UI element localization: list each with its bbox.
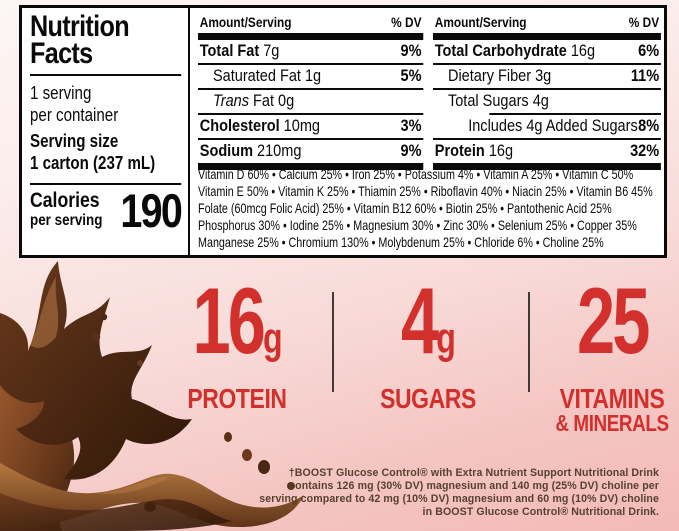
amount-serving-header: Amount/Serving <box>434 15 527 30</box>
stat-protein-label: PROTEIN <box>187 383 287 414</box>
thick-rule <box>433 33 661 40</box>
row-dv: 5% <box>400 67 422 85</box>
footnote-line: †BOOST Glucose Control® with Extra Nutri… <box>288 467 659 479</box>
thick-rule <box>433 163 661 170</box>
row-total-fat: Total Fat 7g 9% <box>198 40 424 65</box>
footnote-line: in BOOST Glucose Control® Nutritional Dr… <box>422 506 659 518</box>
dv-header: % DV <box>391 15 422 30</box>
dv-header: % DV <box>628 15 660 30</box>
row-protein: Protein 16g 32% <box>434 142 660 160</box>
nutrition-facts-title-line2: Facts <box>30 37 93 70</box>
row-added-sugars: Includes 4g Added Sugars 8% <box>433 115 661 140</box>
stat-vitamins-number: 25 <box>576 268 650 373</box>
chocolate-splash-illustration <box>0 261 304 531</box>
amount-serving-header: Amount/Serving <box>199 15 292 30</box>
micronutrients-line: Vitamin E 50% • Vitamin K 25% • Thiamin … <box>198 184 653 199</box>
serving-size-value: 1 carton (237 mL) <box>30 153 156 173</box>
row-saturated-fat: Saturated Fat 1g 5% <box>198 65 424 90</box>
footnote-line: serving compared to 42 mg (10% DV) magne… <box>259 493 659 505</box>
calories-sublabel: per serving <box>30 212 103 229</box>
carb-protein-table: Amount/Serving % DV Total Carbohydrate 1… <box>433 11 661 170</box>
nutrition-facts-title: Nutrition Facts <box>30 10 181 70</box>
calories-row: Calories per serving 190 <box>30 184 183 237</box>
stat-divider <box>528 292 530 392</box>
micronutrients-line: Phosphorus 30% • Iodine 25% • Magnesium … <box>198 218 637 233</box>
calories-value: 190 <box>120 184 183 237</box>
row-dv: 32% <box>630 142 660 160</box>
table-header: Amount/Serving % DV <box>198 11 423 33</box>
footnote: †BOOST Glucose Control® with Extra Nutri… <box>199 467 659 519</box>
row-dv: 9% <box>400 42 422 60</box>
stat-sugars-number: 4g <box>400 268 456 373</box>
fat-sodium-table: Amount/Serving % DV Total Fat 7g 9% Satu… <box>198 11 424 170</box>
thick-rule <box>198 163 424 170</box>
row-sodium: Sodium 210mg 9% <box>199 142 422 160</box>
divider <box>30 74 182 76</box>
thick-rule <box>198 33 424 40</box>
divider <box>30 183 182 185</box>
stat-vitamins-minerals: 25 VITAMINS & MINERALS <box>532 268 679 436</box>
serving-size-label: Serving size <box>30 131 119 151</box>
row-trans-fat: Trans Fat 0g <box>198 90 424 115</box>
stat-protein: 16g PROTEIN <box>147 268 327 414</box>
row-total-carbohydrate: Total Carbohydrate 16g 6% <box>433 40 661 65</box>
row-dv: 6% <box>638 42 660 60</box>
nutrition-facts-summary-column: Nutrition Facts 1 serving per container … <box>22 8 190 255</box>
row-total-sugars: Total Sugars 4g <box>447 92 549 110</box>
row-dv: 9% <box>400 142 422 160</box>
calories-label: Calories <box>30 189 100 212</box>
stat-sugars: 4g SUGARS <box>340 268 516 414</box>
footnote-line: contains 126 mg (30% DV) magnesium and 1… <box>289 480 659 492</box>
table-header: Amount/Serving % DV <box>433 11 661 33</box>
stat-sugars-label: SUGARS <box>380 383 476 414</box>
stat-vitamins-label: VITAMINS <box>559 383 665 414</box>
micronutrients-line: Manganese 25% • Chromium 130% • Molybden… <box>198 235 604 250</box>
serving-size: Serving size 1 carton (237 mL) <box>30 130 181 174</box>
stat-divider <box>332 292 334 392</box>
micronutrients-line: Folate (60mcg Folic Acid) 25% • Vitamin … <box>198 201 612 216</box>
micronutrients-list: Vitamin D 60% • Calcium 25% • Iron 25% •… <box>198 166 660 251</box>
row-dv: 3% <box>400 117 422 135</box>
row-dv: 11% <box>630 67 660 85</box>
row-dv: 8% <box>638 117 660 135</box>
micronutrients-line: Vitamin D 60% • Calcium 25% • Iron 25% •… <box>198 167 634 182</box>
stat-minerals-label: & MINERALS <box>555 410 669 436</box>
nutrition-facts-panel: Nutrition Facts 1 serving per container … <box>19 5 667 258</box>
nutrition-facts-title-line1: Nutrition <box>30 10 130 43</box>
servings-per-container: 1 serving per container <box>30 83 119 125</box>
row-cholesterol: Cholesterol 10mg 3% <box>198 115 424 140</box>
row-dietary-fiber: Dietary Fiber 3g 11% <box>433 65 661 90</box>
inset-rule <box>489 113 661 115</box>
stat-protein-number: 16g <box>192 268 282 373</box>
